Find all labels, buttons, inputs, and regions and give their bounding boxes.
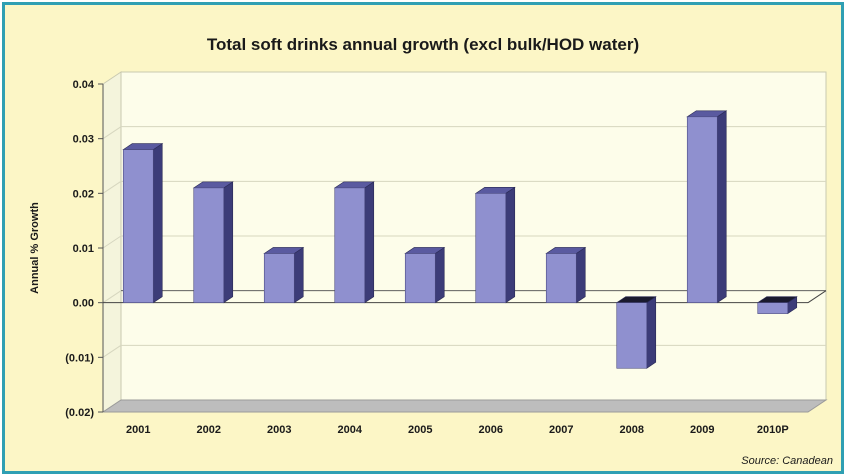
y-axis-title: Annual % Growth — [29, 202, 41, 294]
bar-front — [193, 187, 225, 303]
y-gridline-side — [102, 180, 122, 194]
y-tick-label: 0.03 — [73, 134, 94, 146]
y-gridline-side — [102, 344, 122, 358]
bar-2003 — [263, 246, 305, 304]
y-tick-label: 0.02 — [73, 188, 94, 200]
x-tick-label: 2003 — [267, 424, 291, 436]
bar-front — [545, 253, 577, 303]
bar-2001 — [122, 143, 164, 304]
bar-front — [757, 302, 789, 314]
bar-2004 — [333, 181, 375, 304]
bar-side — [293, 246, 304, 304]
chart-title: Total soft drinks annual growth (excl bu… — [206, 35, 640, 54]
bar-front — [404, 253, 436, 303]
bar-side — [505, 186, 516, 304]
x-tick-label: 2005 — [408, 424, 432, 436]
bar-side — [646, 296, 657, 369]
x-tick-label: 2008 — [620, 424, 644, 436]
bar-2009 — [686, 110, 728, 304]
bar-2008 — [615, 296, 657, 369]
bar-front — [122, 149, 154, 303]
y-tick-label: 0.00 — [73, 298, 94, 310]
bar-side — [364, 181, 375, 304]
bar-front — [616, 302, 648, 369]
bar-side — [716, 110, 727, 304]
y-gridline-side — [102, 290, 122, 304]
y-gridline-side — [102, 126, 122, 140]
plot-floor — [101, 399, 828, 413]
bar-2010P — [756, 296, 798, 315]
y-gridline-side — [102, 235, 122, 249]
x-tick-label: 2004 — [338, 424, 363, 436]
bar-front — [475, 193, 507, 303]
x-tick-label: 2007 — [549, 424, 573, 436]
x-tick-label: 2009 — [690, 424, 714, 436]
y-tick-label: (0.02) — [65, 407, 94, 419]
y-tick-label: 0.01 — [73, 243, 94, 255]
bar-front — [334, 187, 366, 303]
bar-2007 — [545, 246, 587, 304]
bar-side — [152, 143, 163, 304]
x-tick-label: 2010P — [757, 424, 789, 436]
bar-side — [575, 246, 586, 304]
y-tick-label: (0.01) — [65, 352, 94, 364]
bar-2006 — [474, 186, 516, 304]
zero-line-edge — [807, 290, 827, 304]
bar-2005 — [404, 246, 446, 304]
bar-side — [434, 246, 445, 304]
y-tick-label: 0.04 — [73, 79, 95, 91]
source-note: Source: Canadean — [741, 455, 833, 467]
x-tick-label: 2006 — [479, 424, 503, 436]
x-tick-label: 2001 — [126, 424, 150, 436]
bar-side — [223, 181, 234, 304]
x-tick-label: 2002 — [197, 424, 221, 436]
bar-front — [686, 116, 718, 303]
bar-front — [263, 253, 295, 303]
bar-2002 — [192, 181, 234, 304]
